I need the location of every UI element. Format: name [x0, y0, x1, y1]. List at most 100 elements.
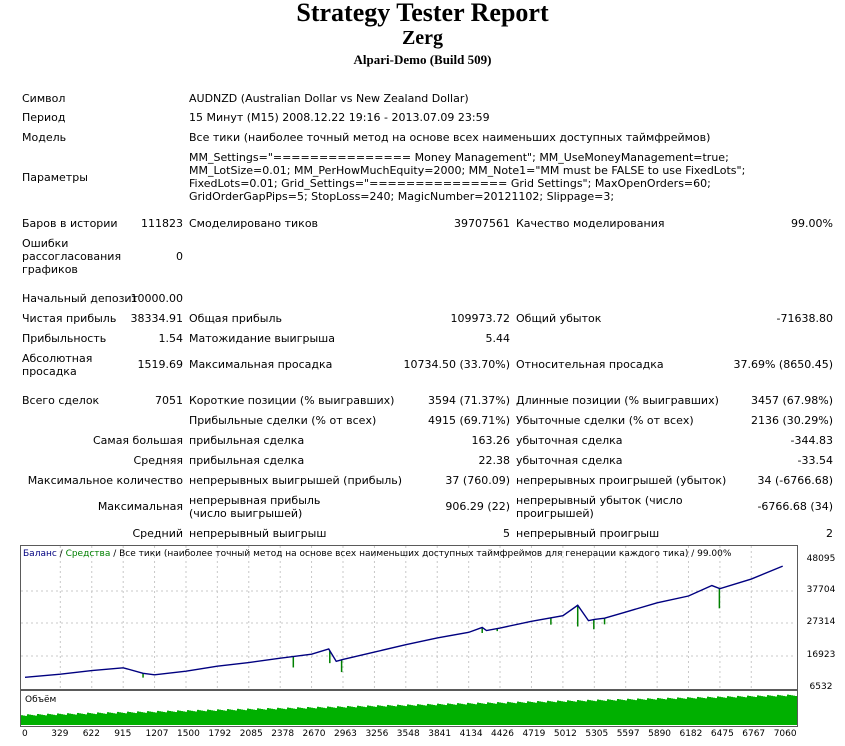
x-tick-label: 0 — [22, 729, 28, 739]
y-tick-label: 37704 — [806, 585, 836, 595]
volume-bar — [343, 707, 345, 725]
volume-bar — [701, 697, 703, 725]
volume-bar — [599, 699, 601, 725]
volume-bar — [205, 711, 207, 725]
volume-bar — [695, 698, 697, 725]
volume-bar — [367, 705, 369, 725]
x-tick-label: 4134 — [459, 729, 483, 739]
volume-bar — [169, 710, 171, 725]
volume-bar — [235, 710, 237, 725]
average-label: Средняя — [133, 454, 183, 467]
volume-bar — [653, 699, 655, 725]
volume-bar — [713, 697, 715, 725]
volume-bar — [771, 695, 773, 725]
largest-label: Самая большая — [92, 434, 183, 447]
volume-bar — [549, 701, 551, 725]
volume-bar — [503, 703, 505, 725]
volume-bar — [363, 706, 365, 725]
volume-bar — [573, 701, 575, 725]
volume-bar — [699, 697, 701, 725]
volume-bar — [139, 711, 141, 725]
volume-bar — [569, 700, 571, 725]
volume-bar — [129, 712, 131, 725]
volume-bar — [47, 713, 49, 725]
volume-bar — [377, 705, 379, 725]
x-tick-label: 5597 — [616, 729, 640, 739]
chart-legend: Баланс / Средства / Все тики (наиболее т… — [23, 549, 731, 560]
volume-bar — [453, 704, 455, 725]
volume-bar — [271, 708, 273, 725]
volume-bar — [31, 714, 33, 725]
volume-bar — [587, 699, 589, 725]
volume-bar — [221, 710, 223, 725]
volume-bar — [161, 711, 163, 725]
volume-bar — [491, 703, 493, 725]
volume-bar — [331, 707, 333, 725]
volume-bar — [337, 706, 339, 725]
volume-bar — [747, 695, 749, 725]
period-label: Период — [22, 111, 66, 124]
volume-bar — [155, 712, 157, 725]
expert-name: Zerg — [401, 27, 444, 49]
volume-bar — [435, 705, 437, 725]
volume-bar — [181, 711, 183, 725]
avg-label: Средний — [132, 527, 183, 540]
volume-bar — [527, 701, 529, 725]
volume-bar — [655, 699, 657, 725]
volume-bar — [767, 695, 769, 725]
gross-loss-label: Общий убыток — [516, 312, 602, 325]
model-label: Модель — [22, 131, 67, 144]
x-tick-label: 4719 — [522, 729, 546, 739]
params-value: MM_Settings="=============== Money Manag… — [189, 151, 746, 203]
x-tick-label: 1207 — [145, 729, 169, 739]
volume-bar — [391, 705, 393, 725]
consec-profit-label: непрерывная прибыль (число выигрышей) — [189, 494, 321, 520]
volume-bar — [333, 707, 335, 725]
volume-bar — [749, 695, 751, 725]
volume-bar — [579, 700, 581, 725]
volume-bar — [473, 703, 475, 725]
volume-bar — [789, 694, 791, 725]
volume-bar — [419, 704, 421, 725]
volume-bar — [403, 705, 405, 725]
volume-bar — [117, 711, 119, 725]
volume-bar — [537, 701, 539, 725]
total-trades-value: 7051 — [155, 394, 183, 407]
volume-bar — [127, 711, 129, 725]
volume-bar — [157, 710, 159, 725]
consec-wins-value: 37 (760.09) — [445, 474, 510, 487]
volume-bar — [401, 705, 403, 725]
volume-bar — [703, 697, 705, 725]
volume-bar — [497, 702, 499, 725]
volume-bar — [479, 702, 481, 725]
volume-bar — [95, 714, 97, 725]
volume-bar — [431, 704, 433, 725]
volume-bar — [217, 709, 219, 725]
volume-bar — [589, 700, 591, 725]
volume-bar — [689, 697, 691, 725]
volume-bar — [659, 698, 661, 725]
errors-label: Ошибки рассогласования графиков — [22, 237, 122, 276]
volume-bar — [227, 709, 229, 725]
avg-losses-value: 2 — [826, 527, 833, 540]
volume-bar — [737, 695, 739, 725]
volume-bar — [565, 701, 567, 725]
volume-bar — [545, 702, 547, 725]
volume-bar — [345, 707, 347, 725]
volume-bar — [707, 696, 709, 725]
volume-bar — [719, 696, 721, 725]
volume-bar — [613, 700, 615, 725]
volume-bar — [563, 701, 565, 725]
volume-bar — [469, 703, 471, 725]
volume-bar — [63, 714, 65, 725]
volume-bar — [657, 697, 659, 725]
volume-bar — [429, 704, 431, 725]
volume-bar — [119, 712, 121, 725]
largest-loss-label: убыточная сделка — [516, 434, 623, 447]
volume-bar — [411, 705, 413, 725]
volume-bar — [305, 708, 307, 725]
volume-bar — [457, 703, 459, 725]
gross-profit-label: Общая прибыль — [189, 312, 282, 325]
volume-bar — [751, 696, 753, 725]
volume-bar — [35, 715, 37, 725]
